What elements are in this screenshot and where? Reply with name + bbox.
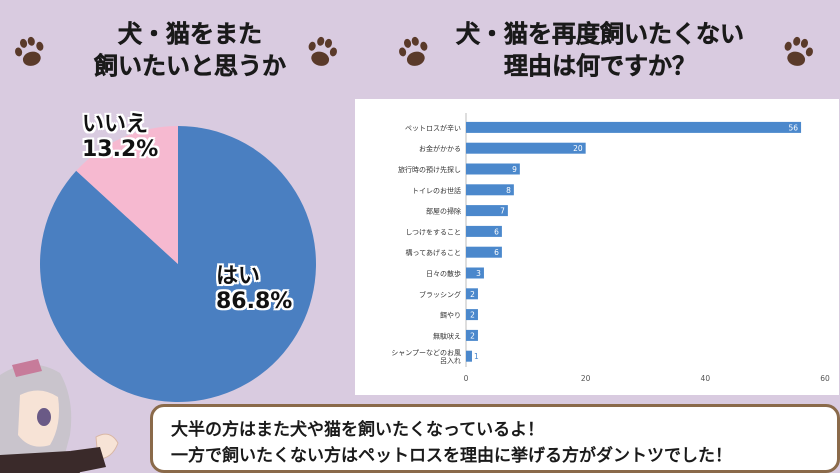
- bar: [466, 350, 472, 362]
- bar-title-line2: 理由は何ですか？: [504, 52, 697, 81]
- category-label: 旅行時の預け先探し: [398, 165, 461, 174]
- x-tick-label: 40: [701, 374, 711, 383]
- bar-value-label: 2: [470, 311, 475, 320]
- bar-chart: 56ペットロスが辛い20お金がかかる9旅行時の預け先探し8トイレのお世話7部屋の…: [391, 113, 830, 383]
- bar-value-label: 1: [474, 352, 479, 361]
- bar-value-label: 56: [789, 123, 799, 132]
- pie-chart: [40, 126, 316, 402]
- category-label: 餌やり: [440, 311, 461, 320]
- pie-slice-no: [76, 126, 178, 264]
- pie-title-line1: 犬・猫をまた: [118, 20, 263, 49]
- paw-icon: [308, 36, 337, 66]
- bar-value-label: 8: [506, 186, 511, 195]
- bar: [466, 121, 802, 133]
- bar: [466, 267, 484, 279]
- pie-label-yes: はい 86.8%: [216, 264, 292, 314]
- bar-value-label: 6: [494, 248, 499, 257]
- category-label: 構ってあげること: [406, 248, 461, 257]
- pie-label-yes-name: はい: [216, 264, 261, 289]
- bar-chart-title: 犬・猫を再度飼いたくない 理由は何ですか？: [430, 18, 770, 82]
- pie-chart-title: 犬・猫をまた 飼いたいと思うか: [40, 18, 340, 82]
- bar-value-label: 3: [476, 269, 481, 278]
- bar: [466, 246, 502, 258]
- speech-bubble: 大半の方はまた犬や猫を飼いたくなっているよ！ 一方で飼いたくない方はペットロスを…: [150, 404, 840, 473]
- bar: [466, 184, 514, 196]
- bar: [466, 329, 478, 341]
- pie-label-no: いいえ 13.2%: [82, 112, 158, 162]
- bar-value-label: 7: [500, 207, 505, 216]
- bar-value-label: 20: [573, 144, 583, 153]
- bar-value-label: 6: [494, 227, 499, 236]
- category-label: ブラッシング: [419, 290, 461, 299]
- pie-label-yes-value: 86.8%: [216, 289, 293, 314]
- pie-title-line2: 飼いたいと思うか: [94, 52, 287, 81]
- category-label: ペットロスが辛い: [405, 123, 461, 132]
- speech-line-1: 大半の方はまた犬や猫を飼いたくなっているよ！: [171, 420, 545, 440]
- paw-icon: [784, 36, 813, 66]
- x-tick-label: 60: [820, 374, 830, 383]
- category-label: お金がかかる: [419, 144, 461, 153]
- category-label: トイレのお世話: [412, 186, 461, 195]
- category-label: 部屋の掃除: [426, 207, 461, 216]
- paw-icon: [399, 36, 428, 66]
- bar-title-line1: 犬・猫を再度飼いたくない: [456, 20, 745, 49]
- bar: [466, 205, 508, 217]
- category-label: 無駄吠え: [433, 331, 461, 340]
- character-illustration: [0, 359, 119, 473]
- speech-line-2: 一方で飼いたくない方はペットロスを理由に挙げる方がダントツでした！: [171, 446, 732, 466]
- bar-chart-panel: 56 ペットロスが辛い 20 お金がかかる 9 旅行時の預け先探し 8 トイレのお世話 7 部屋の…: [355, 99, 839, 395]
- pie-label-no-name: いいえ: [82, 112, 149, 137]
- bar: [466, 288, 478, 300]
- category-label: 日々の散歩: [426, 269, 461, 278]
- bar: [466, 225, 502, 237]
- bar-value-label: 2: [470, 331, 475, 340]
- category-label: シャンプーなどのお風呂入れ: [391, 349, 461, 365]
- category-label: しつけをすること: [405, 228, 461, 236]
- x-tick-label: 0: [464, 374, 469, 383]
- bar: [466, 163, 520, 175]
- pie-label-no-value: 13.2%: [82, 137, 159, 162]
- bar: [466, 142, 586, 154]
- bar-value-label: 2: [470, 290, 475, 299]
- x-tick-label: 20: [581, 374, 591, 383]
- paw-icon: [15, 36, 44, 66]
- bar: [466, 309, 478, 321]
- bar-value-label: 9: [512, 165, 517, 174]
